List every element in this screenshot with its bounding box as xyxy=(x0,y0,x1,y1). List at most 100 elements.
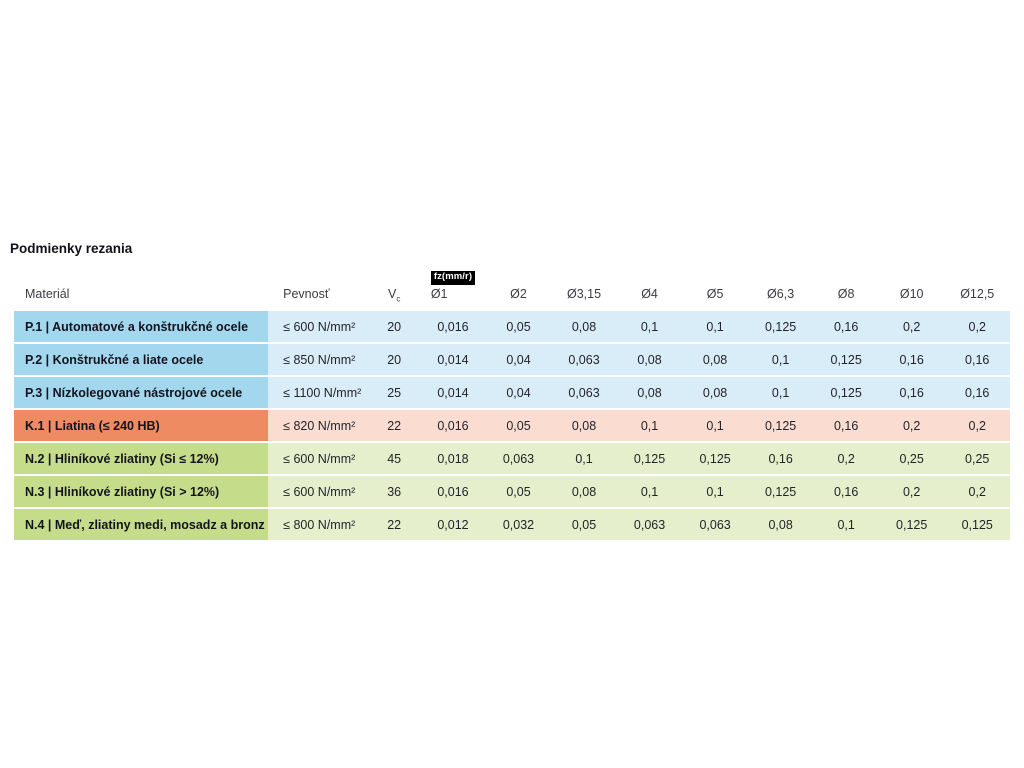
fz-cell: 0,125 xyxy=(747,311,814,343)
fz-cell: 0,016 xyxy=(420,410,486,442)
fz-cell: 0,16 xyxy=(878,344,945,376)
fz-cell: 0,05 xyxy=(551,509,617,541)
fz-cell: 0,2 xyxy=(878,311,945,343)
col-header-d1: fz(mm/r) Ø1 xyxy=(420,263,486,309)
vc-subscript: c xyxy=(396,294,401,304)
material-cell: N.3 | Hliníkové zliatiny (Si > 12%) xyxy=(14,476,269,508)
table-row-p1: P.1 | Automatové a konštrukčné ocele ≤ 6… xyxy=(14,311,1010,343)
fz-cell: 0,1 xyxy=(682,410,748,442)
fz-cell: 0,25 xyxy=(878,443,945,475)
fz-cell: 0,1 xyxy=(616,476,683,508)
fz-cell: 0,08 xyxy=(682,377,748,409)
material-cell: N.4 | Meď, zliatiny medi, mosadz a bronz xyxy=(14,509,269,541)
col-header-d6: Ø6,3 xyxy=(767,287,795,302)
col-header-strength: Pevnosť xyxy=(283,287,330,302)
table-row-n4: N.4 | Meď, zliatiny medi, mosadz a bronz… xyxy=(14,509,1010,541)
fz-cell: 0,08 xyxy=(551,311,617,343)
fz-cell: 0,125 xyxy=(682,443,748,475)
table-row-p2: P.2 | Konštrukčné a liate ocele ≤ 850 N/… xyxy=(14,344,1010,376)
fz-cell: 0,014 xyxy=(420,377,486,409)
vc-cell: 45 xyxy=(368,443,421,475)
material-cell: N.2 | Hliníkové zliatiny (Si ≤ 12%) xyxy=(14,443,269,475)
fz-cell: 0,125 xyxy=(747,476,814,508)
fz-cell: 0,2 xyxy=(944,311,1010,343)
fz-cell: 0,125 xyxy=(813,344,879,376)
vc-symbol: V xyxy=(388,287,397,302)
material-cell: K.1 | Liatina (≤ 240 HB) xyxy=(14,410,269,442)
fz-cell: 0,125 xyxy=(616,443,683,475)
fz-cell: 0,08 xyxy=(747,509,814,541)
header-row: Materiál Pevnosť Vc fz(mm/r) Ø1 Ø2 Ø3,15… xyxy=(14,263,1010,309)
diameter-label: Ø1 xyxy=(430,286,448,301)
fz-cell: 0,063 xyxy=(485,443,552,475)
fz-cell: 0,04 xyxy=(485,344,552,376)
col-header-d5: Ø5 xyxy=(706,287,724,302)
fz-cell: 0,2 xyxy=(878,476,945,508)
col-header-d3: Ø3,15 xyxy=(566,287,602,302)
fz-cell: 0,012 xyxy=(420,509,486,541)
fz-cell: 0,16 xyxy=(878,377,945,409)
fz-cell: 0,063 xyxy=(551,344,617,376)
fz-cell: 0,05 xyxy=(485,476,552,508)
fz-cell: 0,2 xyxy=(813,443,879,475)
fz-cell: 0,2 xyxy=(944,476,1010,508)
fz-cell: 0,016 xyxy=(420,311,486,343)
fz-cell: 0,1 xyxy=(551,443,617,475)
fz-cell: 0,014 xyxy=(420,344,486,376)
vc-cell: 20 xyxy=(368,311,421,343)
cutting-conditions-table: Materiál Pevnosť Vc fz(mm/r) Ø1 Ø2 Ø3,15… xyxy=(14,261,1010,542)
fz-cell: 0,2 xyxy=(878,410,945,442)
fz-cell: 0,08 xyxy=(616,344,683,376)
material-cell: P.2 | Konštrukčné a liate ocele xyxy=(14,344,269,376)
fz-cell: 0,063 xyxy=(551,377,617,409)
strength-cell: ≤ 600 N/mm² xyxy=(268,476,369,508)
col-header-d9: Ø12,5 xyxy=(960,287,995,302)
fz-cell: 0,16 xyxy=(813,410,879,442)
fz-cell: 0,125 xyxy=(813,377,879,409)
fz-cell: 0,063 xyxy=(682,509,748,541)
fz-cell: 0,08 xyxy=(682,344,748,376)
fz-cell: 0,05 xyxy=(485,410,552,442)
fz-cell: 0,04 xyxy=(485,377,552,409)
fz-cell: 0,1 xyxy=(747,344,814,376)
table-row-n2: N.2 | Hliníkové zliatiny (Si ≤ 12%) ≤ 60… xyxy=(14,443,1010,475)
col-header-vc: Vc xyxy=(368,263,420,309)
fz-cell: 0,1 xyxy=(813,509,879,541)
fz-cell: 0,16 xyxy=(813,311,879,343)
strength-cell: ≤ 600 N/mm² xyxy=(268,311,369,343)
strength-cell: ≤ 800 N/mm² xyxy=(268,509,369,541)
fz-cell: 0,08 xyxy=(616,377,683,409)
vc-cell: 22 xyxy=(368,509,421,541)
fz-cell: 0,016 xyxy=(420,476,486,508)
col-header-d8: Ø10 xyxy=(899,287,924,302)
fz-cell: 0,08 xyxy=(551,476,617,508)
col-header-d2: Ø2 xyxy=(510,287,527,302)
fz-cell: 0,16 xyxy=(944,377,1010,409)
fz-unit-badge: fz(mm/r) xyxy=(430,270,476,285)
col-header-material: Materiál xyxy=(25,287,70,302)
page-title: Podmienky rezania xyxy=(10,241,133,256)
fz-cell: 0,2 xyxy=(944,410,1010,442)
fz-cell: 0,032 xyxy=(485,509,552,541)
fz-cell: 0,08 xyxy=(551,410,617,442)
fz-cell: 0,1 xyxy=(682,476,748,508)
fz-cell: 0,1 xyxy=(747,377,814,409)
strength-cell: ≤ 850 N/mm² xyxy=(268,344,369,376)
fz-cell: 0,125 xyxy=(944,509,1010,541)
fz-cell: 0,1 xyxy=(682,311,748,343)
table-row-k1: K.1 | Liatina (≤ 240 HB) ≤ 820 N/mm² 22 … xyxy=(14,410,1010,442)
fz-cell: 0,05 xyxy=(485,311,552,343)
fz-cell: 0,018 xyxy=(420,443,486,475)
fz-cell: 0,125 xyxy=(747,410,814,442)
fz-cell: 0,16 xyxy=(944,344,1010,376)
fz-cell: 0,063 xyxy=(616,509,683,541)
fz-cell: 0,1 xyxy=(616,410,683,442)
vc-cell: 22 xyxy=(368,410,421,442)
material-cell: P.3 | Nízkolegované nástrojové ocele xyxy=(14,377,269,409)
vc-cell: 20 xyxy=(368,344,421,376)
strength-cell: ≤ 600 N/mm² xyxy=(268,443,369,475)
material-cell: P.1 | Automatové a konštrukčné ocele xyxy=(14,311,269,343)
col-header-d4: Ø4 xyxy=(641,287,658,302)
fz-cell: 0,125 xyxy=(878,509,945,541)
